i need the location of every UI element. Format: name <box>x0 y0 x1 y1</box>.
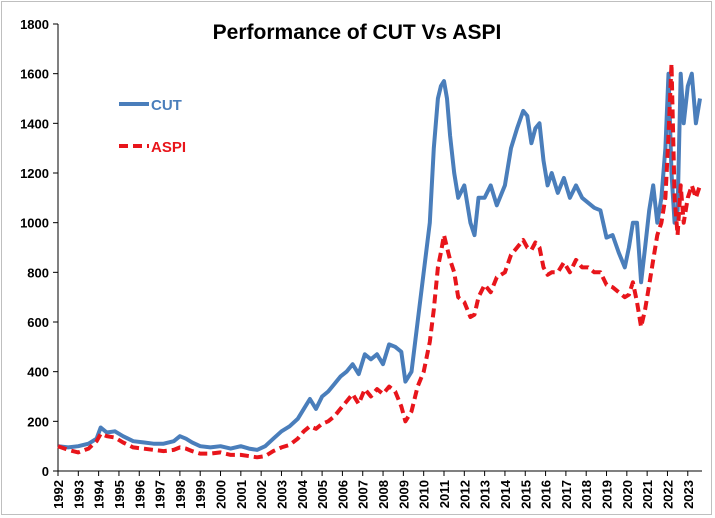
y-tick-label: 1200 <box>20 166 49 181</box>
x-tick-label: 1995 <box>112 480 127 509</box>
x-tick-label: 1994 <box>92 479 107 509</box>
x-tick-label: 2016 <box>539 480 554 509</box>
x-tick-label: 1999 <box>193 480 208 509</box>
x-tick-labels: 1992 1993 1994 1995 1996 1997 1998 1999 2000 2001… <box>51 479 696 509</box>
x-tick-label: 2019 <box>600 480 615 509</box>
y-tick-label: 1400 <box>20 116 49 131</box>
y-tick-label: 1000 <box>20 216 49 231</box>
x-tick-label: 2014 <box>498 479 513 509</box>
x-tick-label: 2017 <box>559 480 574 509</box>
x-tick-label: 2000 <box>214 480 229 509</box>
x-tick-label: 2015 <box>518 480 533 509</box>
x-tick-label: 2002 <box>254 480 269 509</box>
x-tick-label: 1996 <box>132 480 147 509</box>
x-tick-label: 2012 <box>457 480 472 509</box>
x-tick-label: 2007 <box>356 480 371 509</box>
x-tick-label: 2004 <box>295 479 310 509</box>
legend-label-aspi: ASPI <box>151 139 186 156</box>
series-line-aspi <box>57 61 702 460</box>
chart-title: Performance of CUT Vs ASPI <box>213 21 502 44</box>
x-tick-label: 2010 <box>417 480 432 509</box>
series-layer <box>57 61 702 460</box>
y-tick-labels: 0 200 400 600 800 1000 1200 1400 1600 1800 <box>20 17 49 479</box>
y-tick-label: 400 <box>27 365 49 380</box>
y-tick-label: 200 <box>27 414 49 429</box>
x-tick-label: 2013 <box>478 480 493 509</box>
x-tick-label: 1997 <box>153 480 168 509</box>
x-tick-label: 1998 <box>173 480 188 509</box>
x-tick-label: 2006 <box>335 480 350 509</box>
x-tick-label: 2021 <box>640 480 655 509</box>
legend-label-cut: CUT <box>151 97 182 114</box>
y-tick-label: 1800 <box>20 17 49 32</box>
x-tick-label: 2011 <box>437 480 452 508</box>
x-tick-label: 2008 <box>376 480 391 509</box>
x-tick-label: 1993 <box>71 480 86 509</box>
x-tick-label: 2005 <box>315 480 330 509</box>
y-tick-label: 0 <box>42 464 49 479</box>
x-tick-label: 1992 <box>51 480 66 509</box>
y-tick-label: 600 <box>27 315 49 330</box>
series-line-cut <box>57 71 702 452</box>
y-tick-label: 800 <box>27 265 49 280</box>
x-tick-label: 2020 <box>620 480 635 509</box>
y-tick-label: 1600 <box>20 67 49 82</box>
x-tick-label: 2009 <box>396 480 411 509</box>
x-tick-label: 2023 <box>681 480 696 509</box>
x-tick-label: 2001 <box>234 480 249 509</box>
x-tick-label: 2022 <box>660 480 675 509</box>
legend: CUT ASPI <box>119 97 186 156</box>
x-tick-label: 2018 <box>579 480 594 509</box>
chart-axes <box>53 23 702 476</box>
x-tick-label: 2003 <box>274 480 289 509</box>
